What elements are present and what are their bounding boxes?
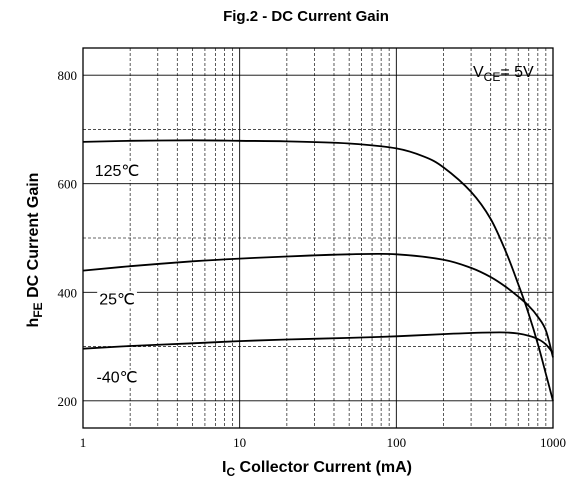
curve-label-25℃: 25℃ <box>99 292 135 309</box>
gain-curves <box>82 139 554 402</box>
x-tick-label: 10 <box>233 435 246 450</box>
curve-label-background <box>92 162 142 180</box>
curve-label-background <box>97 291 137 309</box>
minor-grid <box>83 48 553 428</box>
y-tick-label: 600 <box>58 177 78 192</box>
curve-label-125℃: 125℃ <box>95 163 140 180</box>
x-tick-labels: 1 10 100 1000 <box>80 435 566 450</box>
curve-label--40℃: -40℃ <box>97 370 138 387</box>
curve-125℃ <box>82 139 554 402</box>
curve-25℃ <box>82 252 554 358</box>
x-axis-label: IC Collector Current (mA) <box>222 459 412 479</box>
y-tick-label: 200 <box>58 394 78 409</box>
curve--40℃ <box>82 331 554 354</box>
x-tick-label: 1 <box>80 435 87 450</box>
y-tick-label: 400 <box>58 285 78 300</box>
plot-frame <box>82 47 554 429</box>
y-tick-labels: 200 400 600 800 <box>58 68 78 409</box>
y-axis-label: hFE DC Current Gain <box>25 173 45 328</box>
curve-labels: 125℃ 25℃ -40℃ <box>92 162 142 387</box>
x-tick-label: 100 <box>387 435 407 450</box>
y-tick-label: 800 <box>58 68 78 83</box>
vce-annotation: VCE= 5V <box>473 64 534 84</box>
x-tick-label: 1000 <box>540 435 566 450</box>
chart-title: Fig.2 - DC Current Gain <box>223 8 389 25</box>
curve-label-background <box>94 369 140 387</box>
